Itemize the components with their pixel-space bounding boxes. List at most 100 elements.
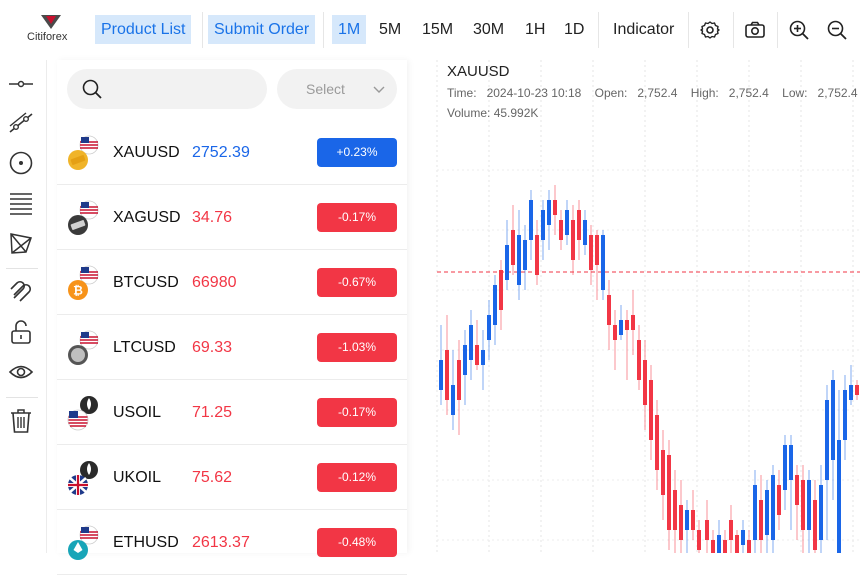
magnet-icon[interactable]: [8, 279, 34, 305]
candle-body: [801, 480, 805, 530]
candle-body: [765, 490, 769, 535]
uk-oil-icon: [68, 461, 98, 495]
candle-body: [807, 480, 811, 530]
bitcoin-usd-icon: ₿: [68, 265, 99, 300]
change-badge: +0.23%: [317, 138, 397, 167]
volume-info: Volume: 45.992K: [447, 106, 538, 120]
fibonacci-icon[interactable]: [8, 190, 34, 216]
low-label: Low:: [782, 86, 808, 100]
product-list-panel: Select XAUUSD 2752.39 +0.23% XAGUSD 34.7…: [57, 60, 407, 575]
divider: [688, 12, 689, 48]
candle-body: [511, 230, 515, 265]
zoom-out-icon[interactable]: [825, 18, 849, 42]
candle-body: [523, 240, 527, 270]
gear-icon[interactable]: [698, 18, 722, 42]
timeframe-1d-button[interactable]: 1D: [564, 21, 585, 38]
candle-body: [691, 510, 695, 530]
indicator-button[interactable]: Indicator: [613, 21, 675, 38]
change-badge: -0.17%: [317, 398, 397, 427]
candle-body: [499, 270, 503, 310]
product-row[interactable]: UKOIL 75.62 -0.12%: [57, 445, 407, 510]
candle-body: [783, 445, 787, 490]
candle-body: [493, 285, 497, 325]
candle-body: [667, 455, 671, 530]
product-price: 69.33: [192, 339, 233, 356]
divider: [598, 12, 599, 48]
chart-canvas[interactable]: [417, 60, 860, 553]
divider: [733, 12, 734, 48]
candlestick-chart[interactable]: XAUUSD Time: 2024-10-23 10:18 Open: 2,752.…: [417, 60, 860, 553]
candle-body: [595, 235, 599, 265]
horizontal-line-icon[interactable]: [8, 71, 34, 97]
ethereum-usd-icon: [68, 525, 99, 560]
search-input[interactable]: [67, 69, 267, 109]
product-row[interactable]: LTCUSD 69.33 -1.03%: [57, 315, 407, 380]
search-icon: [82, 79, 102, 99]
candle-body: [655, 415, 659, 470]
candle-body: [613, 325, 617, 340]
product-row[interactable]: ₿ BTCUSD 66980 -0.67%: [57, 250, 407, 315]
product-row[interactable]: ETHUSD 2613.37 -0.48%: [57, 510, 407, 575]
time-label: Time:: [447, 86, 477, 100]
logo-mark-icon: [41, 15, 61, 29]
open-value: 2,752.4: [637, 86, 678, 100]
pattern-icon[interactable]: [8, 230, 34, 256]
candle-body: [451, 385, 455, 415]
candle-body: [795, 475, 799, 505]
candle-body: [771, 475, 775, 540]
product-price: 75.62: [192, 469, 233, 486]
candle-body: [819, 485, 823, 540]
low-value: 2,752.4: [817, 86, 858, 100]
candle-body: [535, 235, 539, 275]
candle-body: [673, 490, 677, 530]
candle-body: [643, 360, 647, 405]
volume-value: 45.992K: [493, 106, 539, 120]
submit-order-button[interactable]: Submit Order: [208, 15, 316, 44]
candle-body: [729, 520, 733, 540]
category-select[interactable]: Select: [277, 69, 397, 109]
eye-icon[interactable]: [8, 359, 34, 385]
candle-body: [625, 320, 629, 330]
change-badge: -1.03%: [317, 333, 397, 362]
divider: [777, 12, 778, 48]
candle-body: [849, 385, 853, 400]
candle-body: [741, 530, 745, 545]
candle-body: [487, 315, 491, 340]
lock-icon[interactable]: [8, 319, 34, 345]
chevron-down-icon: [373, 86, 385, 93]
high-value: 2,752.4: [728, 86, 769, 100]
product-symbol: XAGUSD: [113, 209, 181, 226]
drawing-toolbar: [0, 60, 44, 553]
candle-body: [661, 450, 665, 495]
timeframe-5m-button[interactable]: 5M: [379, 21, 402, 38]
trash-icon[interactable]: [8, 408, 34, 434]
candle-body: [547, 200, 551, 225]
timeframe-1m-button[interactable]: 1M: [332, 15, 367, 44]
change-badge: -0.17%: [317, 203, 397, 232]
open-label: Open:: [594, 86, 628, 100]
zoom-in-icon[interactable]: [787, 18, 811, 42]
candle-body: [637, 340, 641, 380]
product-row[interactable]: XAGUSD 34.76 -0.17%: [57, 185, 407, 250]
product-symbol: BTCUSD: [113, 274, 179, 291]
change-badge: -0.67%: [317, 268, 397, 297]
trend-line-icon[interactable]: [8, 110, 34, 136]
circle-dot-icon[interactable]: [8, 150, 34, 176]
product-row[interactable]: USOIL 71.25 -0.17%: [57, 380, 407, 445]
candle-body: [697, 530, 701, 550]
candle-body: [813, 500, 817, 550]
candle-body: [571, 220, 575, 260]
product-list-button[interactable]: Product List: [95, 15, 192, 44]
timeframe-15m-button[interactable]: 15M: [422, 21, 454, 38]
candle-body: [601, 235, 605, 290]
product-row[interactable]: XAUUSD 2752.39 +0.23%: [57, 120, 407, 185]
timeframe-30m-button[interactable]: 30M: [473, 21, 505, 38]
candle-body: [717, 535, 721, 553]
timeframe-1h-button[interactable]: 1H: [525, 21, 546, 38]
camera-icon[interactable]: [743, 18, 767, 42]
silver-usd-icon: [68, 200, 99, 235]
candle-body: [705, 520, 709, 540]
ohlc-info: Time: 2024-10-23 10:18 Open: 2,752.4 High:…: [447, 86, 860, 100]
candle-body: [607, 295, 611, 325]
candle-body: [735, 535, 739, 553]
